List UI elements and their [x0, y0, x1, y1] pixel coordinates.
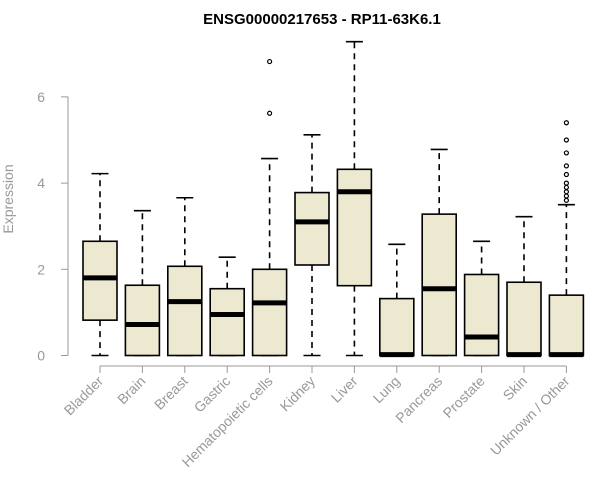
x-tick-label: Breast — [151, 373, 191, 413]
iqr-box — [336, 168, 373, 287]
outlier-point — [563, 150, 570, 156]
box-prostate — [463, 240, 500, 357]
box-kidney — [294, 134, 330, 357]
box-pancreas — [421, 148, 458, 357]
box-lung — [378, 243, 415, 358]
iqr-box — [209, 287, 245, 357]
iqr-box — [548, 294, 585, 357]
outlier-point — [563, 171, 570, 178]
x-tick-label: Liver — [328, 373, 361, 406]
outlier-point — [563, 163, 570, 169]
x-tick-label: Skin — [500, 373, 531, 404]
outlier-point — [563, 120, 570, 126]
x-tick-label: Unknown / Other — [487, 373, 573, 459]
outlier-point — [563, 180, 570, 186]
iqr-box — [506, 281, 542, 357]
x-tick-label: Prostate — [440, 373, 488, 421]
iqr-box — [378, 297, 415, 357]
y-axis: 0 2 4 6 — [37, 89, 69, 364]
box-breast — [167, 196, 203, 357]
box-hematopoietic-cells — [251, 58, 288, 357]
x-tick-label: Lung — [370, 373, 403, 406]
iqr-box — [294, 191, 330, 266]
iqr-box — [124, 284, 161, 357]
y-tick-label: 6 — [37, 89, 45, 105]
outlier-point — [563, 197, 570, 203]
x-tick-label: Kidney — [277, 373, 319, 415]
outlier-point — [563, 184, 570, 191]
x-tick-label: Pancreas — [392, 373, 445, 426]
box-brain — [124, 209, 161, 357]
box-bladder — [82, 172, 118, 357]
box-skin — [506, 215, 542, 358]
boxes-group — [82, 40, 585, 358]
y-tick-label: 0 — [37, 348, 45, 364]
y-tick-label: 4 — [37, 175, 45, 191]
outlier-point — [267, 110, 273, 116]
iqr-box — [251, 268, 288, 357]
y-tick-label: 2 — [37, 261, 45, 277]
iqr-box — [82, 240, 118, 321]
y-axis-label: Expression — [0, 164, 16, 233]
chart-title: ENSG00000217653 - RP11-63K6.1 — [203, 11, 441, 28]
outlier-point — [563, 193, 570, 199]
x-tick-label: Brain — [114, 373, 148, 407]
outlier-point — [267, 58, 273, 65]
x-tick-label: Bladder — [61, 373, 107, 419]
box-unknown-other — [548, 120, 585, 358]
iqr-box — [167, 265, 203, 357]
iqr-box — [421, 213, 458, 357]
box-liver — [336, 40, 373, 357]
outlier-point — [563, 137, 570, 143]
box-gastric — [209, 256, 245, 357]
outlier-point — [563, 189, 570, 195]
iqr-box — [463, 273, 500, 357]
